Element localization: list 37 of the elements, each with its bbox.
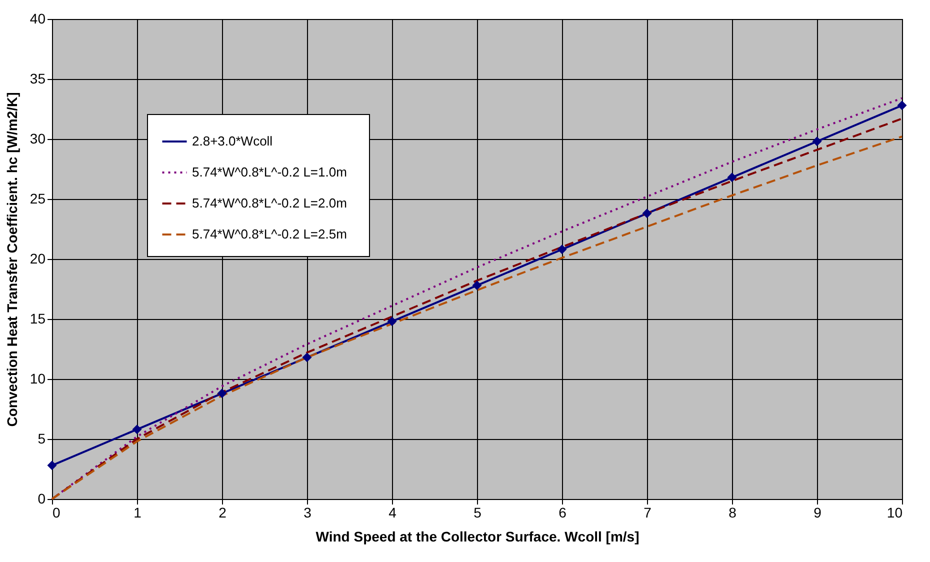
x-tick-label: 0 — [52, 504, 60, 520]
point — [897, 100, 907, 110]
point — [727, 172, 737, 182]
x-tick-label: 4 — [388, 504, 397, 520]
x-tick-label: 1 — [134, 504, 142, 520]
point — [47, 460, 57, 470]
point — [302, 352, 312, 362]
y-tick-label: 20 — [30, 250, 46, 266]
point — [132, 424, 142, 434]
legend-label: 2.8+3.0*Wcoll — [192, 134, 273, 148]
x-tick-label: 2 — [218, 504, 227, 520]
y-tick-label: 0 — [38, 490, 46, 506]
x-tick-label: 9 — [814, 504, 822, 520]
legend-label: 5.74*W^0.8*L^-0.2 L=2.5m — [192, 226, 347, 242]
point — [557, 244, 567, 254]
x-tick-label: 5 — [474, 504, 482, 520]
legend-label: 5.74*W^0.8*L^-0.2 L=1.0m — [192, 164, 347, 180]
point — [217, 388, 227, 398]
x-tick-label: 3 — [304, 504, 312, 520]
x-tick-label: 6 — [558, 504, 567, 520]
y-axis-title: Convection Heat Transfer Coefficient. hc [W/m2/K] — [4, 92, 20, 427]
x-tick-label: 8 — [728, 504, 737, 520]
y-tick-label: 25 — [30, 190, 46, 206]
y-tick-label: 5 — [38, 430, 46, 446]
point — [642, 208, 652, 218]
y-tick-label: 40 — [30, 10, 46, 26]
y-tick-label: 10 — [30, 370, 46, 386]
point — [472, 280, 482, 290]
point — [387, 316, 397, 326]
y-tick-label: 30 — [30, 130, 46, 146]
point — [812, 136, 822, 146]
x-tick-label: 10 — [886, 504, 903, 520]
legend-label: 5.74*W^0.8*L^-0.2 L=2.0m — [192, 196, 347, 210]
y-tick-label: 15 — [30, 310, 46, 326]
x-axis-title: Wind Speed at the Collector Surface. Wcoll [m/s] — [316, 528, 640, 544]
y-tick-label: 35 — [30, 70, 46, 86]
x-tick-label: 7 — [644, 504, 652, 520]
